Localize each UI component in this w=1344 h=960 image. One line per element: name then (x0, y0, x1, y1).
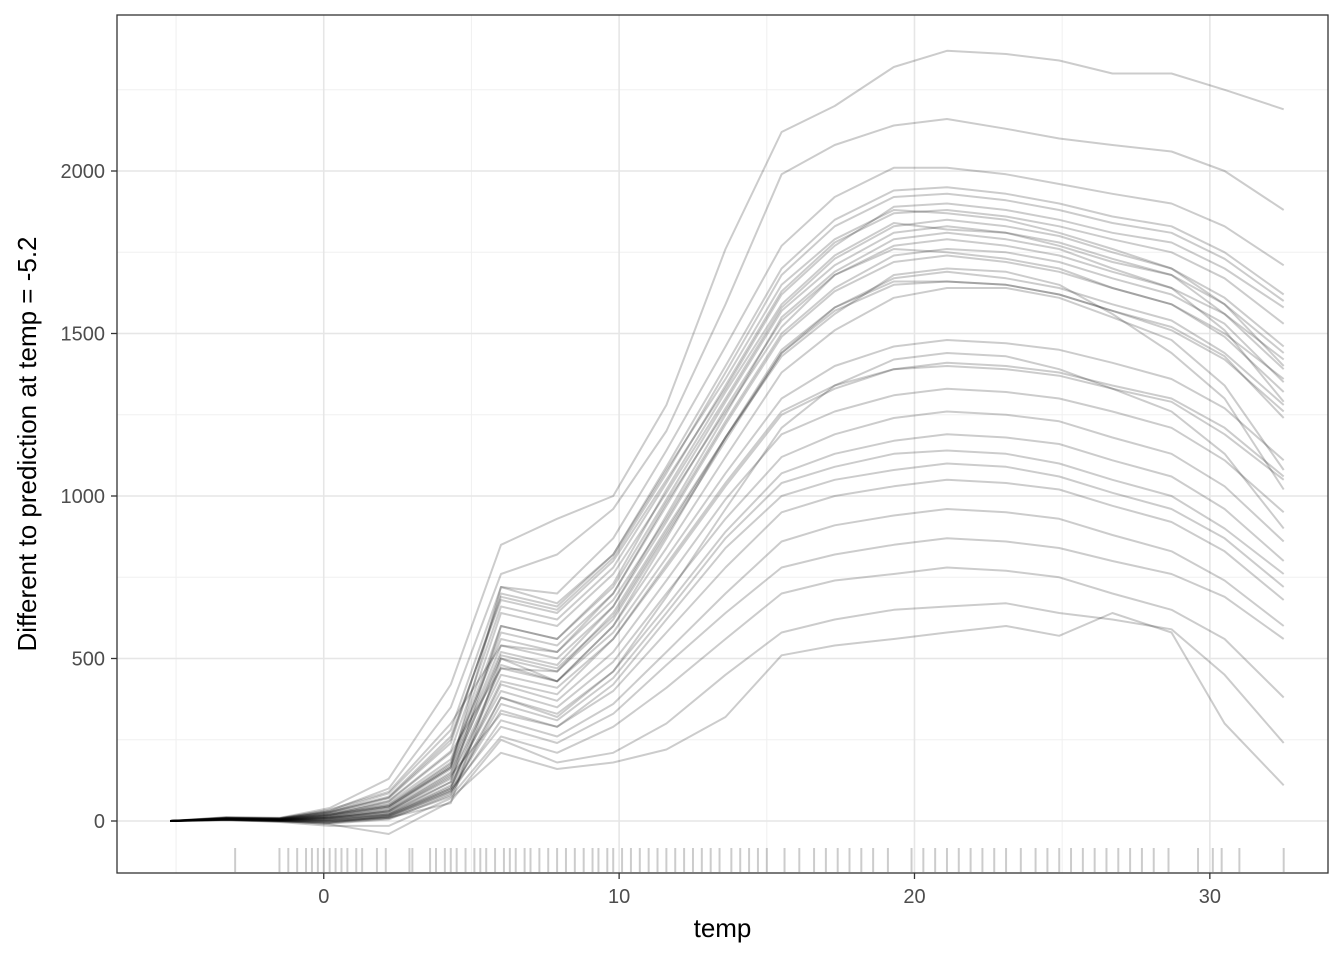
ice-curve-14 (170, 118, 1285, 822)
ice-curve-10 (170, 202, 1285, 822)
x-tick-label: 30 (1199, 886, 1221, 908)
ice-curve-6 (170, 222, 1285, 822)
ice-curve-11 (170, 462, 1285, 822)
ice-curve-35 (170, 270, 1285, 822)
y-tick-label: 0 (94, 811, 105, 833)
ice-curve-12 (170, 248, 1285, 822)
ice-curve-29 (170, 209, 1285, 822)
ice-curve-22 (170, 186, 1285, 822)
ice-curve-26 (170, 387, 1285, 822)
ice-curve-33 (170, 254, 1285, 822)
ice-curve-31 (170, 433, 1285, 822)
ice-curve-3 (170, 352, 1285, 825)
ice-curve-18 (170, 218, 1285, 822)
ice-curve-13 (170, 537, 1285, 824)
minor-gridlines (117, 15, 1328, 873)
y-axis-ticks: 0 500 1000 1500 2000 (61, 161, 117, 833)
ice-curve-17 (170, 410, 1285, 822)
ice-curve-30 (170, 339, 1285, 822)
ice-curve-9 (170, 365, 1285, 822)
x-tick-label: 10 (608, 886, 630, 908)
ice-curve-8 (170, 612, 1285, 827)
x-axis-title: temp (694, 913, 752, 943)
ice-curve-1 (170, 209, 1285, 822)
x-tick-label: 20 (903, 886, 925, 908)
ice-curve-19 (170, 566, 1285, 824)
ice-curve-23 (170, 449, 1285, 823)
ice-curve-32 (170, 192, 1285, 822)
ice-curve-34 (170, 478, 1285, 823)
ice-curve-28 (170, 508, 1285, 824)
ice-curve-20 (170, 238, 1285, 822)
y-tick-label: 500 (72, 649, 105, 671)
y-tick-label: 1000 (61, 486, 106, 508)
ice-curve-2 (170, 248, 1285, 822)
plot-panel-border (116, 14, 1329, 874)
y-axis-title: Different to prediction at temp = -5.2 (12, 236, 42, 651)
ice-curve-15 (170, 287, 1285, 822)
ice-curve-7 (170, 280, 1285, 822)
ice-curve-24 (170, 280, 1285, 822)
x-tick-label: 0 (318, 886, 329, 908)
ice-curve-27 (170, 225, 1285, 822)
x-axis-ticks: 0 10 20 30 (318, 873, 1221, 908)
ice-curve-5 (170, 49, 1285, 822)
y-tick-label: 1500 (61, 324, 106, 346)
ice-curve-25 (170, 166, 1285, 822)
y-tick-label: 2000 (61, 161, 106, 183)
ice-curves (170, 49, 1285, 835)
ice-curve-16 (170, 231, 1285, 822)
major-gridlines (117, 15, 1328, 873)
ice-curve-0 (170, 267, 1285, 822)
ice-curve-4 (170, 602, 1285, 835)
plot-panel-background (117, 15, 1328, 873)
rug-marks (234, 848, 1285, 872)
ice-curve-21 (170, 361, 1285, 822)
